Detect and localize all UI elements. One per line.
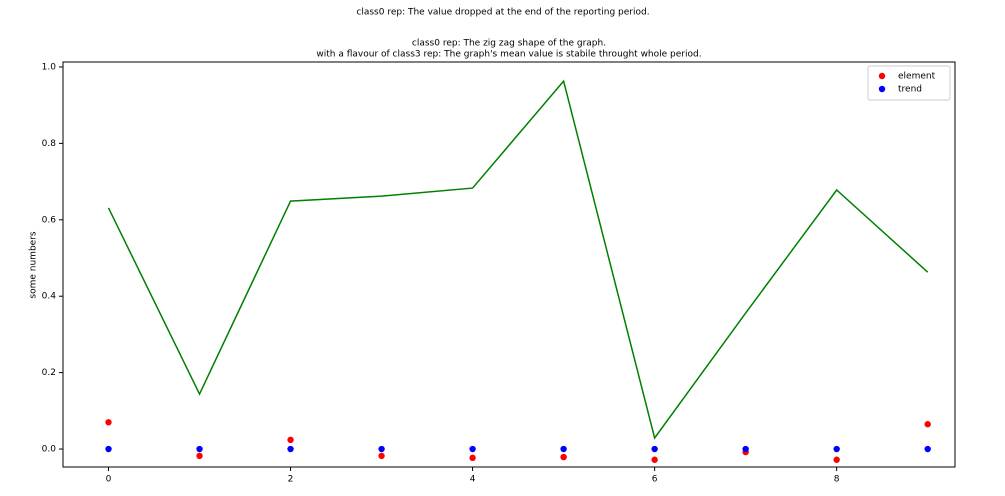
x-tick-label: 4 — [470, 475, 476, 485]
legend-marker — [878, 72, 886, 80]
x-tick-label: 0 — [106, 475, 112, 485]
y-tick-label: 0.6 — [42, 215, 57, 225]
point — [833, 445, 840, 453]
point — [833, 456, 840, 463]
point — [196, 445, 203, 453]
chart-title: class0 rep: The zig zag shape of the gra… — [412, 39, 606, 49]
point — [287, 445, 294, 453]
point — [560, 453, 567, 461]
point — [287, 436, 294, 444]
point — [924, 445, 931, 453]
chart-title: with a flavour of class3 rep: The graph'… — [316, 50, 701, 60]
y-tick-label: 0.0 — [42, 445, 57, 455]
legend-marker — [878, 85, 886, 93]
point — [651, 456, 658, 463]
point — [469, 454, 476, 462]
x-tick-label: 8 — [834, 475, 840, 485]
line — [107, 79, 929, 440]
legend-label: element — [898, 72, 936, 82]
y-axis-label: some numbers — [29, 231, 39, 298]
point — [378, 452, 385, 460]
point — [924, 421, 931, 428]
point — [560, 445, 567, 453]
point — [651, 445, 658, 453]
x-tick-label: 6 — [652, 475, 658, 485]
point — [105, 419, 112, 426]
point — [105, 445, 112, 453]
legend-box — [867, 65, 951, 101]
y-tick-label: 1.0 — [42, 62, 57, 72]
plot-frame — [62, 61, 956, 468]
y-tick-label: 0.4 — [42, 292, 57, 302]
y-tick-label: 0.2 — [42, 368, 56, 378]
point — [196, 452, 203, 460]
point — [469, 445, 476, 453]
y-tick-label: 0.8 — [42, 139, 57, 149]
legend-label: trend — [898, 85, 922, 95]
point — [378, 445, 385, 453]
suptitle: class0 rep: The value dropped at the end… — [356, 8, 649, 18]
point — [742, 445, 749, 453]
x-tick-label: 2 — [288, 475, 294, 485]
